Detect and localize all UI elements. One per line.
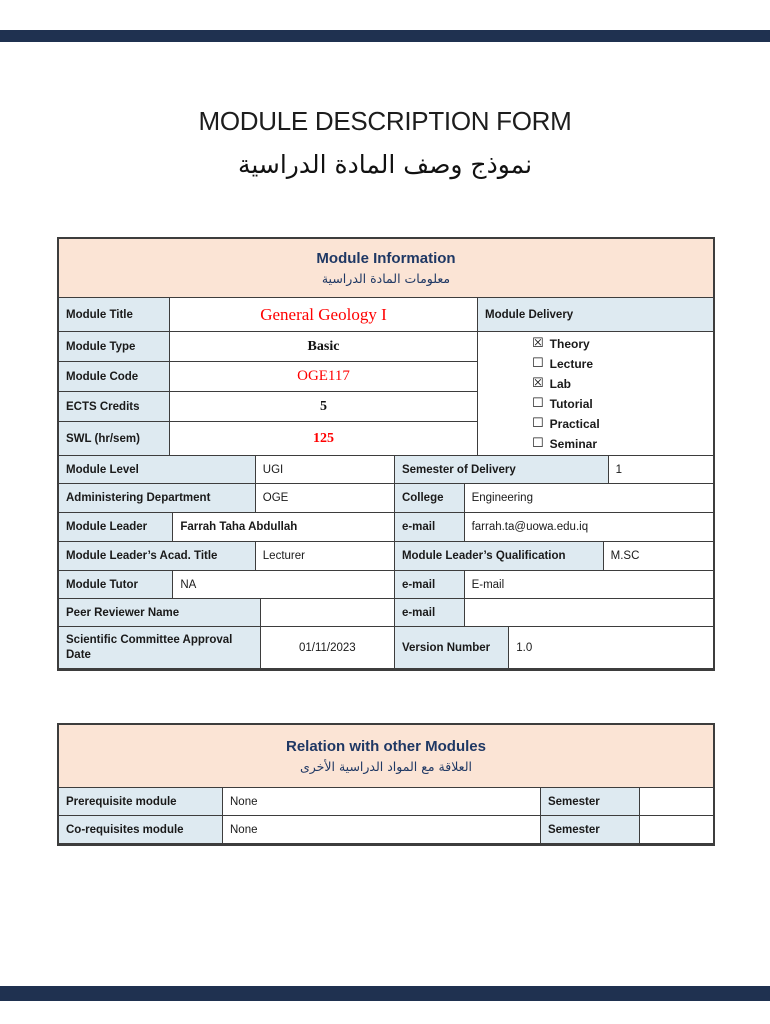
college-label: College bbox=[394, 484, 465, 513]
checkbox-seminar[interactable]: ☐ Seminar bbox=[532, 434, 713, 453]
module-leader-value: Farrah Taha Abdullah bbox=[173, 513, 395, 542]
table-row-module-leader: Module Leader Farrah Taha Abdullah e-mai… bbox=[59, 513, 713, 542]
relation-modules-table: Relation with other Modules العلاقة مع ا… bbox=[57, 723, 715, 846]
leader-email-label: e-mail bbox=[394, 513, 465, 542]
module-level-label: Module Level bbox=[59, 456, 256, 484]
peer-reviewer-label: Peer Reviewer Name bbox=[59, 599, 261, 627]
checkbox-tutorial[interactable]: ☐ Tutorial bbox=[532, 394, 713, 413]
module-level-value: UGI bbox=[255, 456, 395, 484]
administering-department-value: OGE bbox=[255, 484, 395, 513]
ects-credits-value: 5 bbox=[170, 392, 478, 422]
version-number-label: Version Number bbox=[394, 627, 510, 669]
table-row-module-title: Module Title General Geology I bbox=[59, 298, 478, 332]
module-spec-block: Module Title General Geology I Module Ty… bbox=[59, 298, 478, 456]
checkbox-lab[interactable]: ☒ Lab bbox=[532, 374, 713, 393]
administering-department-label: Administering Department bbox=[59, 484, 256, 513]
tutor-email-value: E-mail bbox=[464, 571, 713, 599]
checkbox-label: Tutorial bbox=[549, 396, 593, 411]
section-title: Module Information bbox=[316, 250, 456, 267]
ects-credits-label: ECTS Credits bbox=[59, 392, 170, 422]
table-row-peer-reviewer: Peer Reviewer Name e-mail bbox=[59, 599, 713, 627]
module-type-label: Module Type bbox=[59, 332, 170, 362]
semester-of-delivery-value: 1 bbox=[608, 456, 714, 484]
corequisite-semester-label: Semester bbox=[540, 816, 641, 844]
prerequisite-semester-value bbox=[640, 788, 714, 816]
section-title-arabic: العلاقة مع المواد الدراسية الأخرى bbox=[299, 759, 472, 774]
checkbox-checked-icon: ☒ bbox=[532, 376, 544, 391]
module-code-label: Module Code bbox=[59, 362, 170, 392]
table-row-corequisite: Co-requisites module None Semester bbox=[59, 816, 714, 844]
checkbox-unchecked-icon: ☐ bbox=[532, 396, 544, 411]
module-delivery-block: Module Delivery ☒ Theory ☐ Lecture ☒ Lab bbox=[478, 298, 713, 456]
corequisites-module-label: Co-requisites module bbox=[59, 816, 223, 844]
checkbox-lecture[interactable]: ☐ Lecture bbox=[532, 354, 713, 373]
prerequisite-semester-label: Semester bbox=[540, 788, 641, 816]
prerequisite-module-value: None bbox=[223, 788, 541, 816]
checkbox-theory[interactable]: ☒ Theory bbox=[532, 334, 713, 353]
module-information-table: Module Information معلومات المادة الدراس… bbox=[57, 237, 715, 671]
corequisite-semester-value bbox=[640, 816, 714, 844]
table-row-module-level: Module Level UGI Semester of Delivery 1 bbox=[59, 456, 714, 484]
qualification-label: Module Leader’s Qualification bbox=[394, 542, 604, 571]
viewer-bottom-bar bbox=[0, 986, 770, 1001]
section-title-arabic: معلومات المادة الدراسية bbox=[321, 271, 451, 286]
checkbox-unchecked-icon: ☐ bbox=[532, 356, 544, 371]
acad-title-label: Module Leader’s Acad. Title bbox=[59, 542, 256, 571]
table-row-swl: SWL (hr/sem) 125 bbox=[59, 422, 478, 456]
section-title: Relation with other Modules bbox=[285, 738, 486, 755]
table-row-module-tutor: Module Tutor NA e-mail E-mail bbox=[59, 571, 713, 599]
leader-email-value: farrah.ta@uowa.edu.iq bbox=[464, 513, 713, 542]
module-information-header: Module Information معلومات المادة الدراس… bbox=[59, 239, 713, 298]
page-title-arabic: نموذج وصف المادة الدراسية bbox=[237, 150, 533, 179]
checkbox-label: Lab bbox=[549, 376, 571, 391]
module-title-label: Module Title bbox=[59, 298, 170, 332]
swl-value: 125 bbox=[170, 422, 478, 456]
table-row-acad-title: Module Leader’s Acad. Title Lecturer Mod… bbox=[59, 542, 714, 571]
approval-date-value: 01/11/2023 bbox=[260, 627, 395, 669]
approval-date-label: Scientific Committee Approval Date bbox=[59, 627, 261, 669]
corequisites-module-value: None bbox=[223, 816, 541, 844]
module-code-value: OGE117 bbox=[170, 362, 478, 392]
checkbox-label: Practical bbox=[549, 416, 600, 431]
college-value: Engineering bbox=[464, 484, 713, 513]
acad-title-value: Lecturer bbox=[255, 542, 395, 571]
checkbox-unchecked-icon: ☐ bbox=[532, 436, 544, 451]
module-leader-label: Module Leader bbox=[59, 513, 174, 542]
prerequisite-module-label: Prerequisite module bbox=[59, 788, 223, 816]
table-row-module-type: Module Type Basic bbox=[59, 332, 478, 362]
checkbox-checked-icon: ☒ bbox=[532, 336, 544, 351]
peer-email-label: e-mail bbox=[394, 599, 465, 627]
module-tutor-label: Module Tutor bbox=[59, 571, 174, 599]
module-tutor-value: NA bbox=[173, 571, 395, 599]
table-row-ects-credits: ECTS Credits 5 bbox=[59, 392, 478, 422]
qualification-value: M.SC bbox=[603, 542, 714, 571]
table-row-prerequisite: Prerequisite module None Semester bbox=[59, 788, 714, 816]
table-row-administering-department: Administering Department OGE College Eng… bbox=[59, 484, 713, 513]
page-title: MODULE DESCRIPTION FORM bbox=[198, 106, 572, 136]
module-delivery-label: Module Delivery bbox=[478, 298, 713, 332]
peer-reviewer-value bbox=[260, 599, 395, 627]
viewer-top-bar bbox=[0, 30, 770, 42]
table-row-module-code: Module Code OGE117 bbox=[59, 362, 478, 392]
checkbox-unchecked-icon: ☐ bbox=[532, 416, 544, 431]
module-title-value: General Geology I bbox=[170, 298, 478, 332]
swl-label: SWL (hr/sem) bbox=[59, 422, 170, 456]
table-row-approval-date: Scientific Committee Approval Date 01/11… bbox=[59, 627, 713, 669]
checkbox-label: Theory bbox=[549, 336, 590, 351]
module-delivery-options: ☒ Theory ☐ Lecture ☒ Lab ☐ Tutorial bbox=[478, 332, 713, 456]
version-number-value: 1.0 bbox=[509, 627, 713, 669]
checkbox-label: Lecture bbox=[549, 356, 594, 371]
relation-modules-header: Relation with other Modules العلاقة مع ا… bbox=[59, 725, 713, 788]
peer-email-value bbox=[464, 599, 713, 627]
semester-of-delivery-label: Semester of Delivery bbox=[394, 456, 609, 484]
module-type-value: Basic bbox=[170, 332, 478, 362]
checkbox-practical[interactable]: ☐ Practical bbox=[532, 414, 713, 433]
tutor-email-label: e-mail bbox=[394, 571, 465, 599]
checkbox-label: Seminar bbox=[549, 436, 598, 451]
